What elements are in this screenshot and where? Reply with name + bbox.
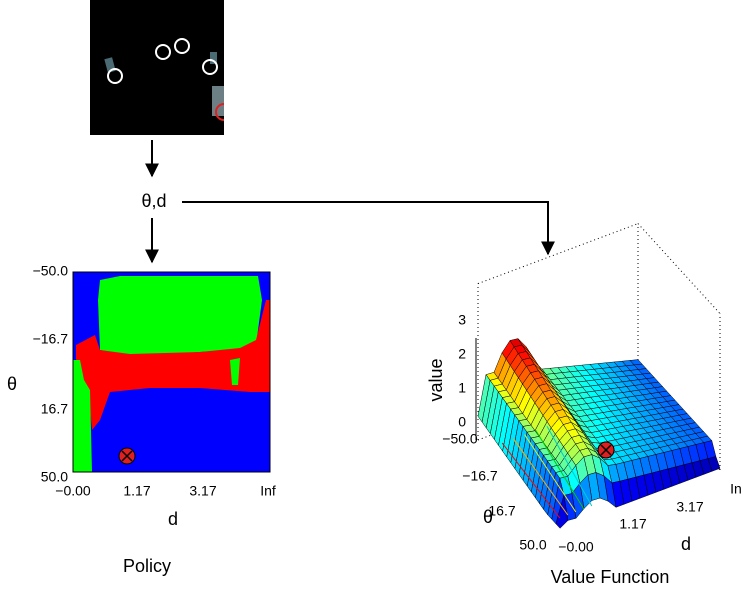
y-tick-label: 50.0 xyxy=(41,469,68,485)
z-tick-label: 0 xyxy=(458,414,466,430)
policy-caption: Policy xyxy=(123,556,171,576)
y-tick-label: 16.7 xyxy=(41,401,68,417)
contour xyxy=(535,430,585,510)
state-marker-x xyxy=(600,444,612,456)
y-tick-label: 50.0 xyxy=(519,537,546,553)
x-tick-label: 1.17 xyxy=(619,516,646,532)
value-surface xyxy=(475,223,721,529)
y-tick-label: 16.7 xyxy=(488,503,515,519)
box-edge xyxy=(477,223,639,285)
value-x-label: d xyxy=(681,534,691,554)
arrows xyxy=(145,140,555,264)
z-tick-label: 1 xyxy=(458,380,466,396)
x-tick-label: In xyxy=(730,481,742,497)
box-edge xyxy=(637,223,721,314)
z-tick-label: 3 xyxy=(458,312,466,328)
policy-map xyxy=(72,271,271,473)
camera-image xyxy=(90,0,234,135)
x-tick-label: −0.00 xyxy=(55,483,91,499)
z-tick-label: 2 xyxy=(458,346,466,362)
value-y-label: θ xyxy=(483,507,493,527)
y-tick-label: −16.7 xyxy=(33,331,69,347)
x-tick-label: 3.17 xyxy=(676,499,703,515)
x-tick-label: 3.17 xyxy=(189,483,216,499)
y-tick-label: −50.0 xyxy=(33,263,69,279)
contour xyxy=(524,434,577,513)
surface-patch xyxy=(555,495,569,529)
value-caption: Value Function xyxy=(551,567,670,587)
input-label: θ,d xyxy=(141,191,166,211)
y-tick-label: −50.0 xyxy=(442,431,478,447)
contour xyxy=(546,425,593,507)
x-tick-label: −0.00 xyxy=(558,539,594,555)
contour xyxy=(501,442,561,519)
policy-y-label: θ xyxy=(7,374,17,394)
contour xyxy=(512,438,569,516)
x-tick-label: 1.17 xyxy=(123,483,150,499)
policy-x-label: d xyxy=(168,509,178,529)
value-z-label: value xyxy=(426,358,446,401)
x-tick-label: Inf xyxy=(260,483,276,499)
y-tick-label: −16.7 xyxy=(462,468,498,484)
